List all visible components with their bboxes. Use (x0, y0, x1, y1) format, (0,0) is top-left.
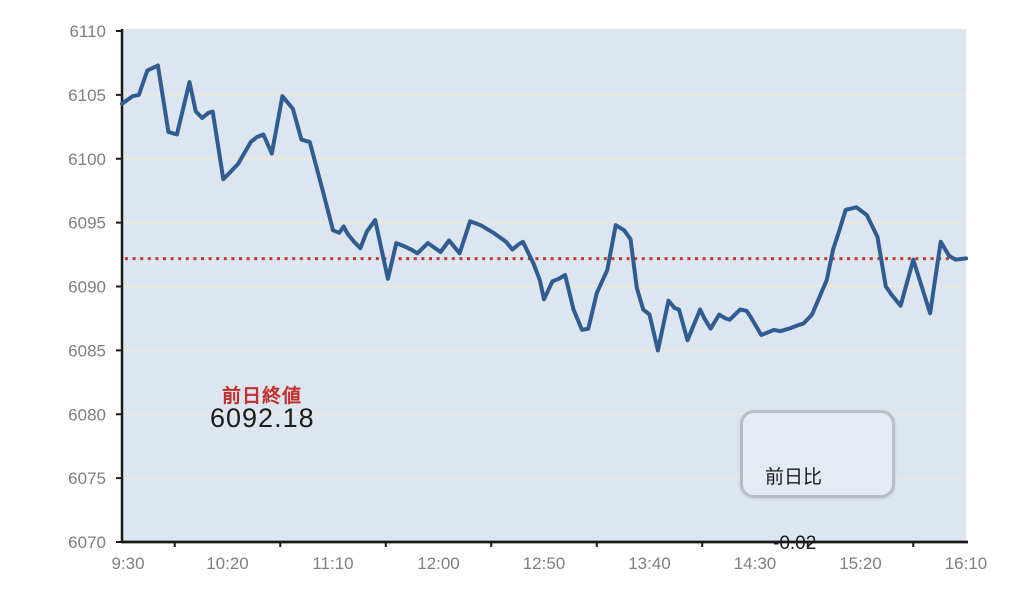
y-axis-label: 6095 (68, 214, 106, 233)
x-axis-label: 16:10 (945, 554, 988, 573)
change-box: 前日比 -0.02 (-0.00%) (740, 410, 895, 554)
x-axis-label: 9:30 (111, 554, 144, 573)
y-axis-label: 6085 (68, 341, 106, 360)
y-axis-label: 6090 (68, 278, 106, 297)
x-axis-label: 12:50 (523, 554, 566, 573)
x-axis-label: 11:10 (312, 554, 353, 573)
x-axis-label: 13:40 (628, 554, 671, 573)
prev-close-label: 前日終値 (222, 386, 303, 407)
y-axis-label: 6070 (68, 533, 106, 552)
x-axis-label: 10:20 (206, 554, 249, 573)
y-axis-label: 6080 (68, 405, 106, 424)
price-line (120, 63, 968, 353)
change-box-value: -0.02 (773, 533, 817, 554)
x-axis-label: 12:00 (417, 554, 460, 573)
change-box-title: 前日比 (765, 467, 823, 488)
prev-close-value: 6092.18 (210, 403, 315, 433)
x-axis-label: 14:30 (734, 554, 777, 573)
y-axis-label: 6075 (68, 469, 106, 488)
y-axis-label: 6110 (69, 22, 106, 41)
y-axis-label: 6105 (68, 86, 106, 105)
x-axis-label: 15:20 (839, 554, 882, 573)
y-axis-label: 6100 (68, 150, 106, 169)
